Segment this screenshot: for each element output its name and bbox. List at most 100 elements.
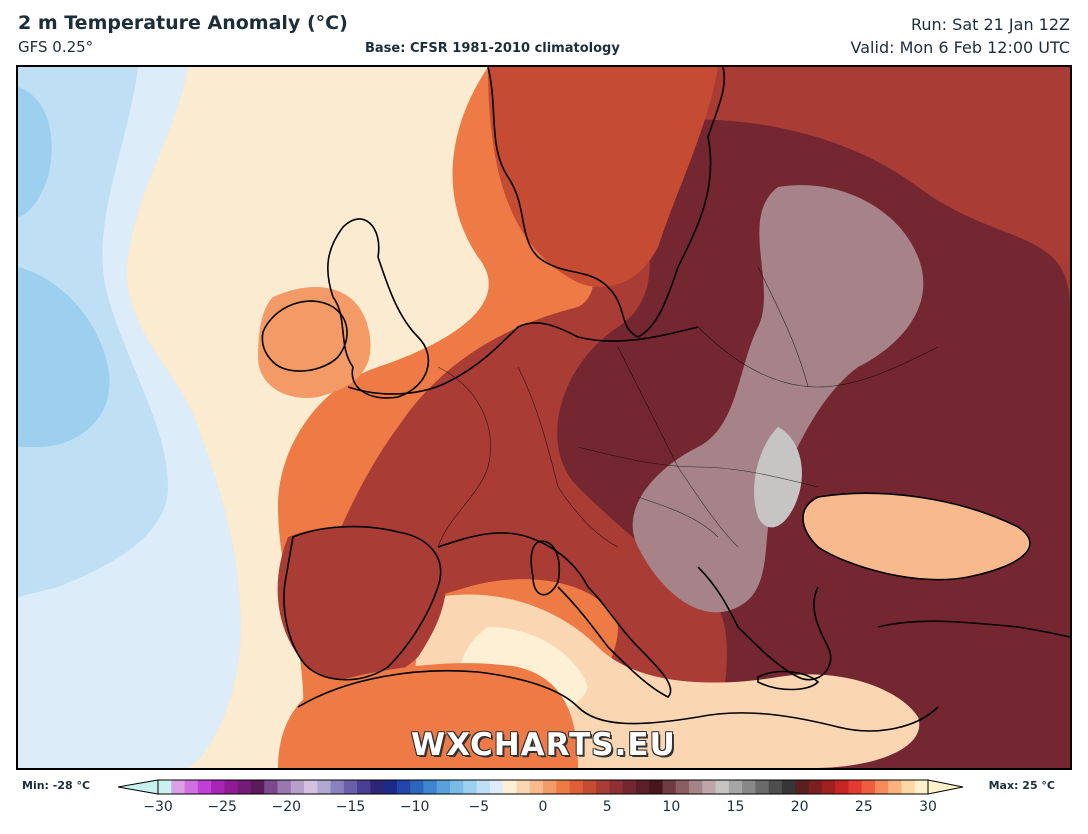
scandinavia-warm-zone <box>488 67 718 287</box>
colorbar-cell <box>715 780 730 794</box>
colorbar-cell <box>211 780 225 794</box>
colorbar-cell <box>463 780 478 794</box>
colorbar-tick-label: −25 <box>207 799 237 815</box>
colorbar-cell <box>250 780 265 794</box>
colorbar-cell <box>436 780 451 794</box>
north-coast-outline <box>347 322 699 395</box>
colorbar-cell <box>742 780 757 794</box>
colorbar-cell <box>277 780 292 794</box>
colorbar <box>118 779 964 795</box>
colorbar-tick-label: −5 <box>468 799 490 815</box>
black-sea-area <box>803 493 1030 580</box>
colorbar-cell <box>755 780 770 794</box>
colorbar-cell <box>343 780 358 794</box>
colorbar-cell <box>423 780 438 794</box>
colorbar-cell <box>596 780 610 794</box>
colorbar-cell <box>835 780 849 794</box>
anomaly-map-canvas <box>18 67 1070 768</box>
colorbar-cell <box>264 780 279 794</box>
country-borders <box>437 266 939 548</box>
coastlines <box>261 67 1070 732</box>
colorbar-tick-label: 25 <box>854 799 873 815</box>
valid-time-label: Valid: Mon 6 Feb 12:00 UTC <box>850 38 1070 57</box>
colorbar-tick-label: −15 <box>335 799 366 815</box>
model-label: GFS 0.25° <box>18 38 94 56</box>
colorbar-cell <box>357 780 372 794</box>
ireland-outline <box>261 300 348 372</box>
colorbar-tick-label: 10 <box>662 799 681 815</box>
corsica-sardinia-outline <box>530 540 560 596</box>
colorbar-cell <box>702 780 717 794</box>
colorbar-cell <box>649 780 664 794</box>
iberia-hot-zone <box>277 526 447 681</box>
central-europe-extreme-zone <box>557 119 1070 768</box>
colorbar-cell <box>171 780 186 794</box>
anomaly-map[interactable] <box>16 65 1072 770</box>
north-africa-warm-zone <box>278 663 578 768</box>
colorbar-cell <box>689 780 703 794</box>
colorbar-cell <box>848 780 863 794</box>
iberia-outline <box>283 525 442 681</box>
extreme-anomaly-core <box>632 185 924 613</box>
colorbar-cell <box>768 780 783 794</box>
colorbar-tick-label: −20 <box>271 799 302 815</box>
colorbar-cell <box>503 780 518 794</box>
colorbar-cell <box>197 780 212 794</box>
colorbar-tick-label: −30 <box>143 799 173 815</box>
colorbar-cell <box>304 780 318 794</box>
colorbar-cell <box>622 780 637 794</box>
italy-outline <box>437 532 672 698</box>
colorbar-cells <box>158 780 929 794</box>
colorbar-cell <box>317 780 332 794</box>
great-britain-outline <box>327 218 430 399</box>
colorbar-tick-label: 0 <box>538 799 548 815</box>
colorbar-cell <box>396 780 411 794</box>
colorbar-cell <box>410 780 425 794</box>
colorbar-cell <box>489 780 504 794</box>
colorbar-cell <box>237 780 252 794</box>
colorbar-max-arrow <box>927 779 964 795</box>
atlantic-neutral-zone <box>126 67 489 768</box>
colorbar-cell <box>516 780 531 794</box>
colorbar-cell <box>224 780 239 794</box>
run-time-label: Run: Sat 21 Jan 12Z <box>911 15 1070 34</box>
crete-outline <box>757 670 820 691</box>
colorbar-cell <box>330 780 345 794</box>
colorbar-cell <box>728 780 743 794</box>
colorbar-cell <box>609 780 624 794</box>
climatology-base-label: Base: CFSR 1981-2010 climatology <box>365 41 620 56</box>
colorbar-cell <box>582 780 597 794</box>
colorbar-cell <box>290 780 305 794</box>
balkans-outline <box>697 566 832 681</box>
colorbar-min-arrow <box>118 779 159 795</box>
colorbar-cell <box>543 780 557 794</box>
colorbar-cell <box>635 780 650 794</box>
colorbar-tick-label: −10 <box>399 799 430 815</box>
colorbar-cell <box>874 780 889 794</box>
colorbar-cell <box>861 780 876 794</box>
colorbar-cell <box>795 780 810 794</box>
colorbar-cell <box>914 780 929 794</box>
colorbar-cell <box>184 780 199 794</box>
atlantic-cold-north <box>18 87 52 217</box>
colorbar-cell <box>901 780 916 794</box>
colorbar-cell <box>383 780 398 794</box>
colorbar-cell <box>529 780 544 794</box>
max-value-label: Max: 25 °C <box>988 779 1055 792</box>
north-africa-coast-outline <box>297 669 939 732</box>
colorbar-cell <box>808 780 823 794</box>
colorbar-tick-label: 5 <box>602 799 612 815</box>
colorbar-cell <box>662 780 677 794</box>
colorbar-tick-label: 20 <box>790 799 809 815</box>
colorbar-cell <box>569 780 584 794</box>
colorbar-cell <box>556 780 571 794</box>
atlantic-coldest-zone <box>18 267 110 447</box>
colorbar-tick-label: 30 <box>919 799 937 815</box>
scandinavia-outline <box>487 67 726 338</box>
colorbar-cell <box>675 780 690 794</box>
colorbar-tick-label: 15 <box>726 799 745 815</box>
colorbar-cell <box>888 780 903 794</box>
colorbar-cell <box>158 780 172 794</box>
black-sea-outline <box>802 492 1031 581</box>
chart-title: 2 m Temperature Anomaly (°C) <box>18 12 348 34</box>
